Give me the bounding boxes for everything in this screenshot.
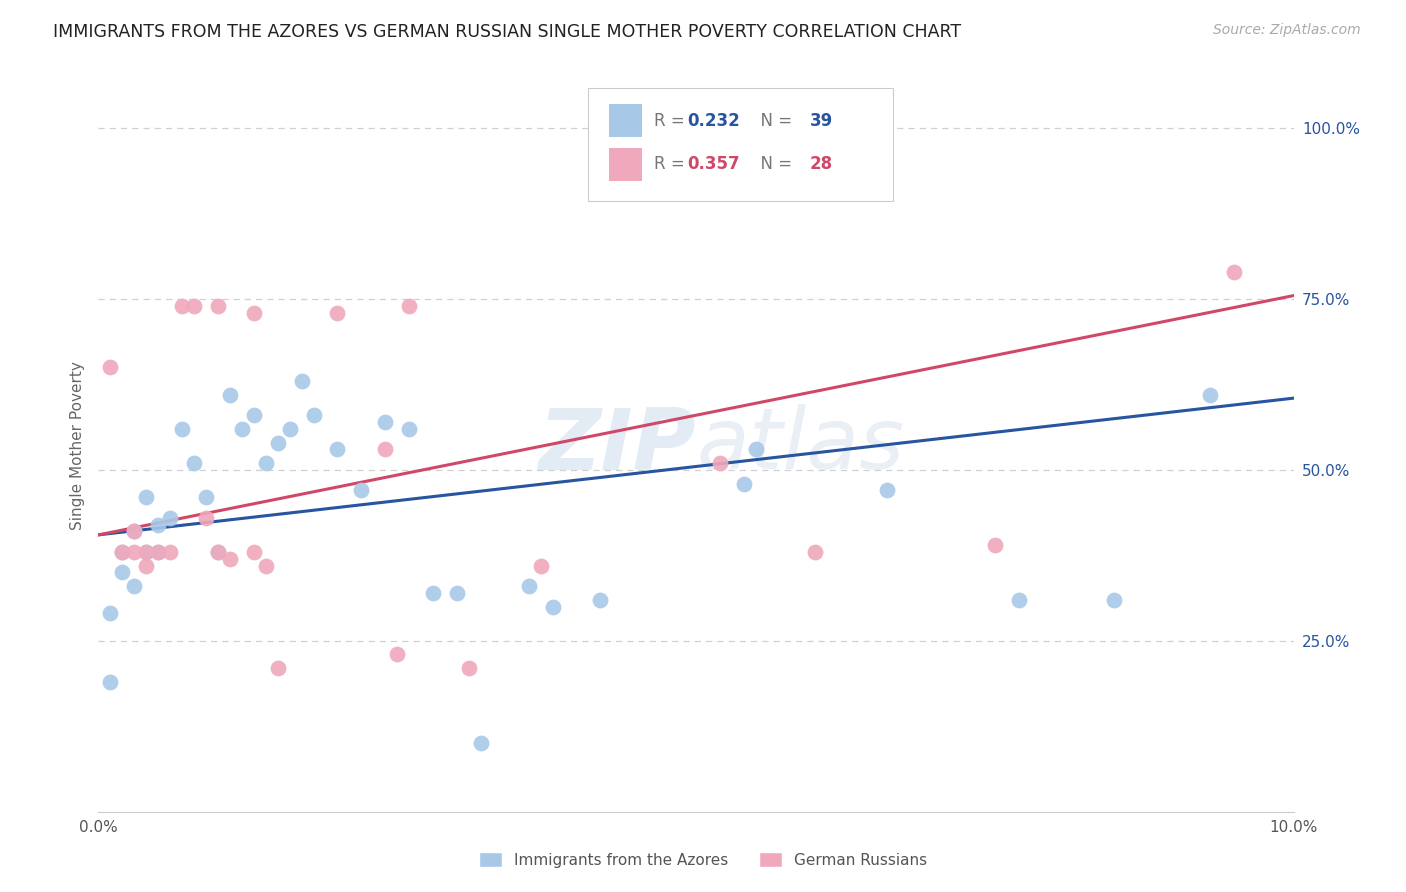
Text: ZIP: ZIP [538,404,696,488]
Point [159,545,181,559]
Text: 0.357: 0.357 [688,155,740,173]
Point [541,599,564,614]
Point [876,483,898,498]
Point [148,517,170,532]
Point [98,360,122,375]
Point [231,422,253,436]
Point [374,442,396,457]
FancyBboxPatch shape [589,87,893,201]
Point [1008,592,1031,607]
FancyBboxPatch shape [609,103,643,137]
Point [733,476,755,491]
Point [1104,592,1126,607]
Point [135,545,157,559]
Point [243,306,266,320]
Point [804,545,827,559]
Point [398,299,420,313]
Point [111,545,134,559]
Text: R =: R = [654,112,690,129]
Point [98,607,122,621]
Point [422,586,444,600]
Point [148,545,170,559]
Point [135,558,157,573]
Point [172,299,194,313]
Point [589,592,612,607]
Point [302,409,325,423]
Point [267,661,290,675]
Point [183,456,205,470]
Point [219,551,242,566]
Point [326,442,349,457]
Point [135,545,157,559]
Text: N =: N = [749,112,797,129]
Point [278,422,301,436]
Y-axis label: Single Mother Poverty: Single Mother Poverty [69,361,84,531]
Point [470,736,492,750]
Point [1199,388,1222,402]
Point [243,545,266,559]
Text: 0.232: 0.232 [688,112,741,129]
Text: 28: 28 [810,155,832,173]
Point [124,545,146,559]
Point [385,648,409,662]
Point [267,435,290,450]
Point [984,538,1007,552]
Point [207,545,229,559]
Point [219,388,242,402]
Point [517,579,540,593]
Point [243,409,266,423]
Point [207,545,229,559]
Point [98,674,122,689]
Point [446,586,468,600]
Point [159,510,181,524]
Point [148,545,170,559]
Point [207,299,229,313]
Point [709,456,731,470]
Point [195,490,218,504]
Text: atlas: atlas [696,404,904,488]
Point [326,306,349,320]
Point [530,558,553,573]
Point [350,483,373,498]
Point [183,299,205,313]
Point [195,510,218,524]
Text: 39: 39 [810,112,832,129]
Point [254,558,277,573]
Point [135,490,157,504]
Text: Source: ZipAtlas.com: Source: ZipAtlas.com [1213,23,1361,37]
Point [254,456,277,470]
Point [745,442,768,457]
Point [172,422,194,436]
Point [111,566,134,580]
Point [124,524,146,539]
Point [458,661,481,675]
Text: N =: N = [749,155,797,173]
FancyBboxPatch shape [609,147,643,181]
Text: R =: R = [654,155,690,173]
Point [1223,265,1246,279]
Point [398,422,420,436]
Point [124,579,146,593]
Point [124,524,146,539]
Text: IMMIGRANTS FROM THE AZORES VS GERMAN RUSSIAN SINGLE MOTHER POVERTY CORRELATION C: IMMIGRANTS FROM THE AZORES VS GERMAN RUS… [53,23,962,41]
Point [291,374,314,388]
Legend: Immigrants from the Azores, German Russians: Immigrants from the Azores, German Russi… [472,846,934,873]
Point [374,415,396,429]
Point [111,545,134,559]
